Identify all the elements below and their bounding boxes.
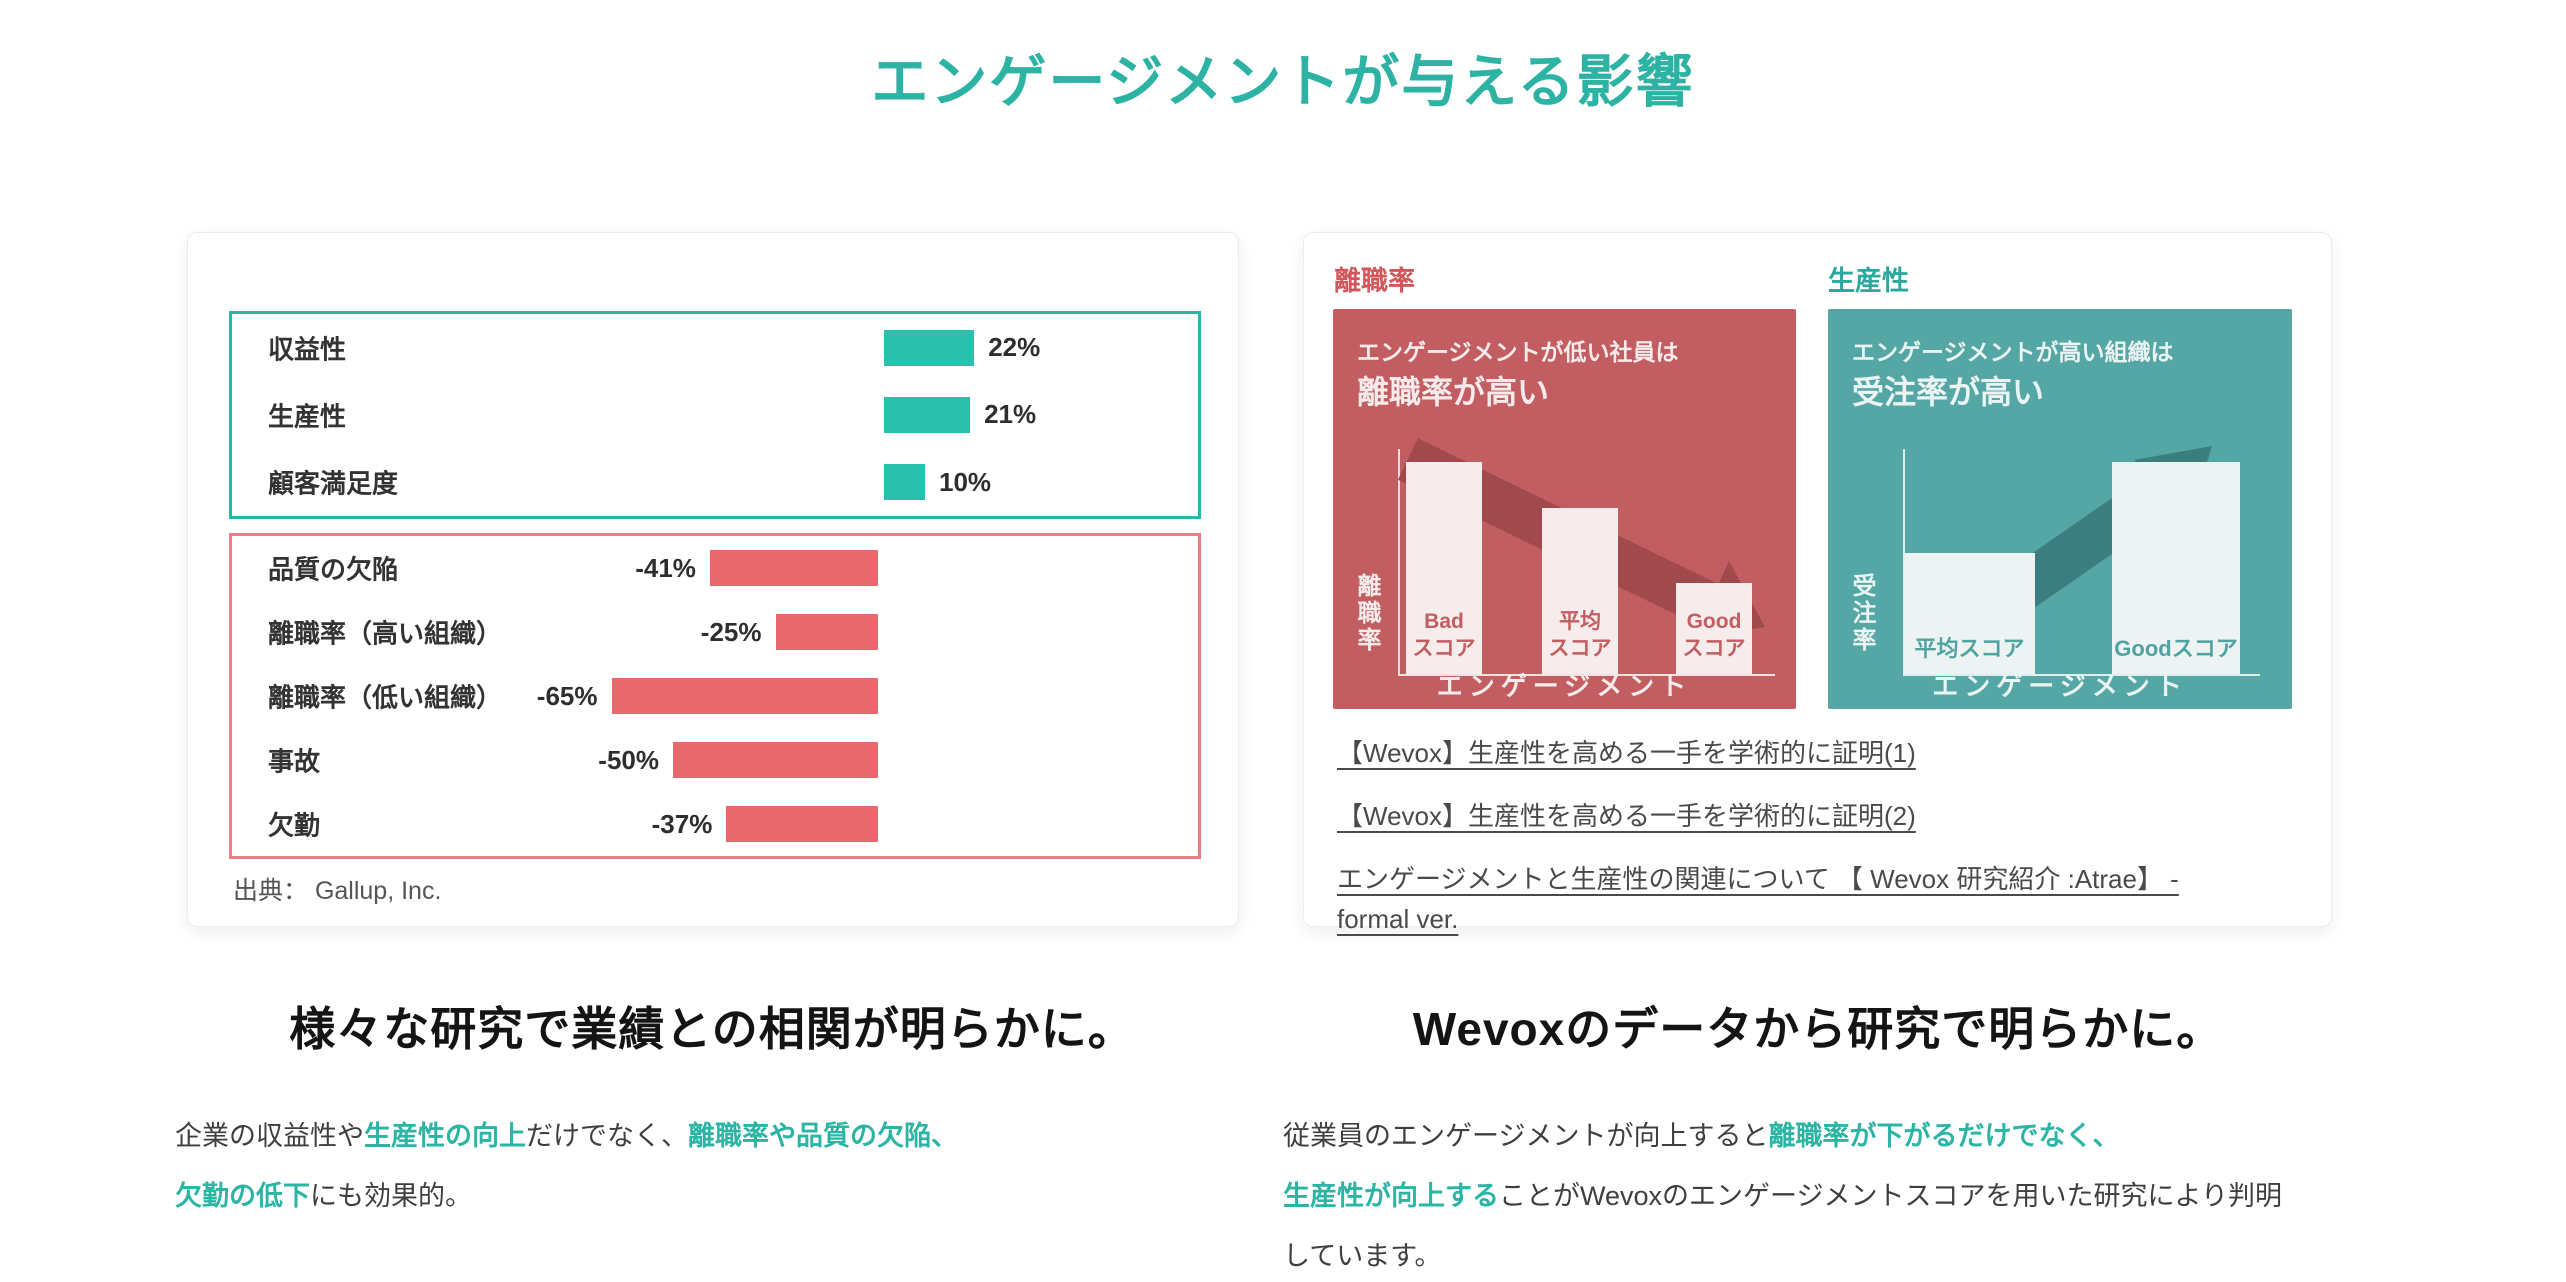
- highlighted-text: 生産性の向上: [364, 1121, 526, 1151]
- chart-title: 受注率が高い: [1852, 374, 2045, 410]
- y-axis-label: 離職率: [1353, 573, 1380, 654]
- row-label: 収益性: [268, 334, 347, 365]
- y-axis-label: 受注率: [1848, 573, 1875, 654]
- chart-row: 収益性 22%: [232, 314, 1198, 381]
- chart-subtitle: エンゲージメントが高い組織は: [1852, 339, 2174, 365]
- source-note: 出典： Gallup, Inc.: [233, 877, 442, 905]
- chart-row: 離職率（低い組織） -65%: [232, 664, 1198, 728]
- turnover-chart-panel: エンゲージメントが低い社員は 離職率が高い 離職率 Bad スコア 平均 スコア…: [1333, 309, 1796, 709]
- x-axis-label: エンゲージメント: [1436, 671, 1693, 701]
- bar-label: Goodスコア: [2114, 636, 2238, 661]
- row-label: 品質の欠陥: [268, 554, 399, 585]
- row-label: 離職率（低い組織）: [268, 682, 503, 713]
- negative-bar: [611, 678, 878, 714]
- row-label: 欠勤: [268, 810, 321, 841]
- row-label: 生産性: [268, 401, 347, 432]
- reference-link-1[interactable]: 【Wevox】生産性を高める一手を学術的に証明(1): [1337, 738, 1916, 768]
- right-section-heading: Wevoxのデータから研究で明らかに。: [1412, 1003, 2224, 1055]
- bar-value: -50%: [598, 744, 659, 775]
- negative-bar: [726, 806, 878, 842]
- row-label: 離職率（高い組織）: [268, 618, 503, 649]
- bar-group: 22%: [884, 314, 1040, 381]
- negative-metrics-box: 品質の欠陥 -41% 離職率（高い組織） -25% 離職率（低い組織） -65%: [229, 533, 1201, 859]
- bar-value: 22%: [988, 332, 1041, 363]
- text-segment: だけでなく、: [526, 1121, 688, 1151]
- positive-metrics-box: 収益性 22% 生産性 21% 顧客満足度 10%: [229, 311, 1201, 519]
- bar-bad-score: Bad スコア: [1406, 461, 1482, 674]
- left-section-heading: 様々な研究で業績との相関が明らかに。: [289, 1003, 1135, 1055]
- bar-label: Bad スコア: [1412, 610, 1476, 660]
- bar-group: -25%: [701, 600, 878, 664]
- bar-group: -50%: [598, 728, 878, 792]
- chart-row: 事故 -50%: [232, 728, 1198, 792]
- bar-value: -25%: [700, 616, 762, 647]
- page-title: エンゲージメントが与える影響: [871, 50, 1695, 114]
- positive-bar: [884, 329, 975, 366]
- productivity-chart-panel: エンゲージメントが高い組織は 受注率が高い 受注率 平均スコア Goodスコア …: [1828, 309, 2292, 709]
- row-label: 事故: [268, 746, 321, 777]
- negative-bar: [775, 614, 878, 650]
- bar-value: 21%: [984, 399, 1037, 430]
- chart-row: 顧客満足度 10%: [232, 449, 1198, 516]
- bar-value: -41%: [635, 552, 696, 583]
- reference-link-2[interactable]: 【Wevox】生産性を高める一手を学術的に証明(2): [1337, 801, 1916, 831]
- bar-group: -37%: [652, 792, 878, 856]
- chart-title: 離職率が高い: [1357, 374, 1550, 410]
- highlighted-text: 離職率が下がるだけでなく、: [1768, 1121, 2120, 1151]
- left-section-paragraph: 企業の収益性や生産性の向上だけでなく、離職率や品質の欠陥、 欠勤の低下にも効果的…: [175, 1106, 1155, 1226]
- negative-bar: [709, 550, 878, 586]
- bar-label: Good スコア: [1682, 610, 1746, 660]
- positive-bar: [884, 396, 971, 433]
- positive-bar: [884, 464, 925, 501]
- chart-row: 品質の欠陥 -41%: [232, 536, 1198, 600]
- bar-good-score: Good スコア: [1676, 582, 1752, 674]
- negative-bar: [673, 742, 878, 778]
- text-segment: にも効果的。: [310, 1181, 472, 1211]
- bar-good-score: Goodスコア: [2112, 461, 2240, 674]
- chart-subtitle: エンゲージメントが低い社員は: [1357, 339, 1679, 365]
- text-segment: ことがWevoxのエンゲージメントスコアを用いた研究により判明 しています。: [1283, 1181, 2282, 1271]
- bar-group: 10%: [884, 449, 991, 516]
- bar-label: 平均 スコア: [1548, 610, 1612, 660]
- reference-links: 【Wevox】生産性を高める一手を学術的に証明(1) 【Wevox】生産性を高め…: [1337, 733, 2317, 962]
- text-segment: 従業員のエンゲージメントが向上すると: [1283, 1121, 1769, 1151]
- chart-row: 欠勤 -37%: [232, 792, 1198, 856]
- turnover-label: 離職率: [1334, 266, 1415, 296]
- right-section-paragraph: 従業員のエンゲージメントが向上すると離職率が下がるだけでなく、 生産性が向上する…: [1283, 1106, 2453, 1282]
- chart-axes: [1398, 449, 1775, 676]
- text-segment: 企業の収益性や: [175, 1121, 364, 1151]
- chart-row: 離職率（高い組織） -25%: [232, 600, 1198, 664]
- bar-average-score: 平均スコア: [1904, 553, 2035, 674]
- bar-value: 10%: [939, 466, 992, 497]
- bar-group: 21%: [884, 381, 1036, 448]
- productivity-label: 生産性: [1828, 266, 1909, 296]
- wevox-card: 離職率 生産性 エンゲージメントが低い社員は 離職率が高い 離職率 Bad スコ…: [1303, 232, 2332, 934]
- bar-value: -65%: [536, 680, 598, 711]
- bar-value: -37%: [651, 808, 713, 839]
- chart-row: 生産性 21%: [232, 381, 1198, 448]
- bar-average-score: 平均 スコア: [1542, 507, 1618, 674]
- reference-link-3[interactable]: エンゲージメントと生産性の関連について 【 Wevox 研究紹介 :Atrae】…: [1337, 864, 2179, 934]
- x-axis-label: エンゲージメント: [1932, 671, 2188, 701]
- highlighted-text: 離職率や品質の欠陥、 欠勤の低下: [175, 1121, 958, 1211]
- row-label: 顧客満足度: [268, 468, 399, 499]
- gallup-card: 収益性 22% 生産性 21% 顧客満足度 10%: [187, 232, 1239, 927]
- bar-group: -65%: [537, 664, 878, 728]
- bar-group: -41%: [635, 536, 878, 600]
- bar-label: 平均スコア: [1914, 636, 2025, 661]
- highlighted-text: 生産性が向上する: [1283, 1181, 1499, 1211]
